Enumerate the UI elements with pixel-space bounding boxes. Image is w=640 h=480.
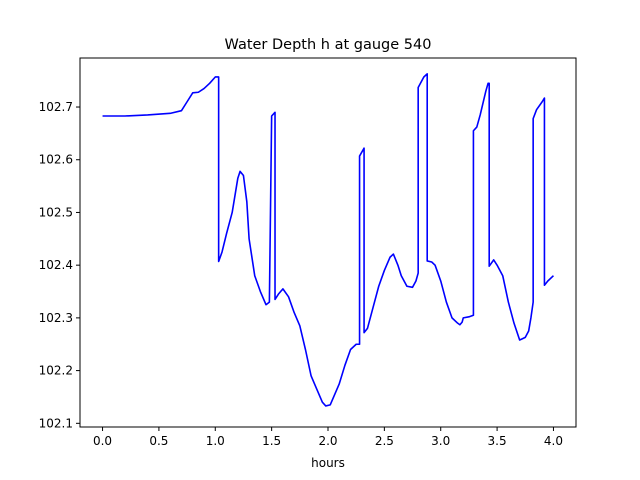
x-axis-label: hours bbox=[311, 456, 345, 470]
x-axis: 0.0 0.5 1.0 1.5 2.0 2.5 3.0 3.5 4.0 bbox=[93, 427, 563, 448]
y-tick-label: 102.5 bbox=[39, 205, 73, 219]
x-tick-label: 2.5 bbox=[375, 434, 394, 448]
x-tick-label: 0.5 bbox=[149, 434, 168, 448]
x-tick-label: 3.5 bbox=[488, 434, 507, 448]
y-tick-label: 102.4 bbox=[39, 258, 73, 272]
y-tick-label: 102.2 bbox=[39, 364, 73, 378]
y-tick-label: 102.1 bbox=[39, 416, 73, 430]
chart-title: Water Depth h at gauge 540 bbox=[225, 37, 432, 53]
y-tick-label: 102.3 bbox=[39, 311, 73, 325]
x-tick-label: 1.5 bbox=[262, 434, 281, 448]
plot-area bbox=[102, 73, 554, 407]
y-axis: 102.1 102.2 102.3 102.4 102.5 102.6 102.7 bbox=[39, 100, 80, 430]
y-tick-label: 102.7 bbox=[39, 100, 73, 114]
x-tick-label: 1.0 bbox=[206, 434, 225, 448]
x-tick-label: 2.0 bbox=[318, 434, 337, 448]
x-tick-label: 4.0 bbox=[544, 434, 563, 448]
x-tick-label: 0.0 bbox=[93, 434, 112, 448]
y-tick-label: 102.6 bbox=[39, 153, 73, 167]
series-line bbox=[102, 73, 554, 407]
x-tick-label: 3.0 bbox=[431, 434, 450, 448]
